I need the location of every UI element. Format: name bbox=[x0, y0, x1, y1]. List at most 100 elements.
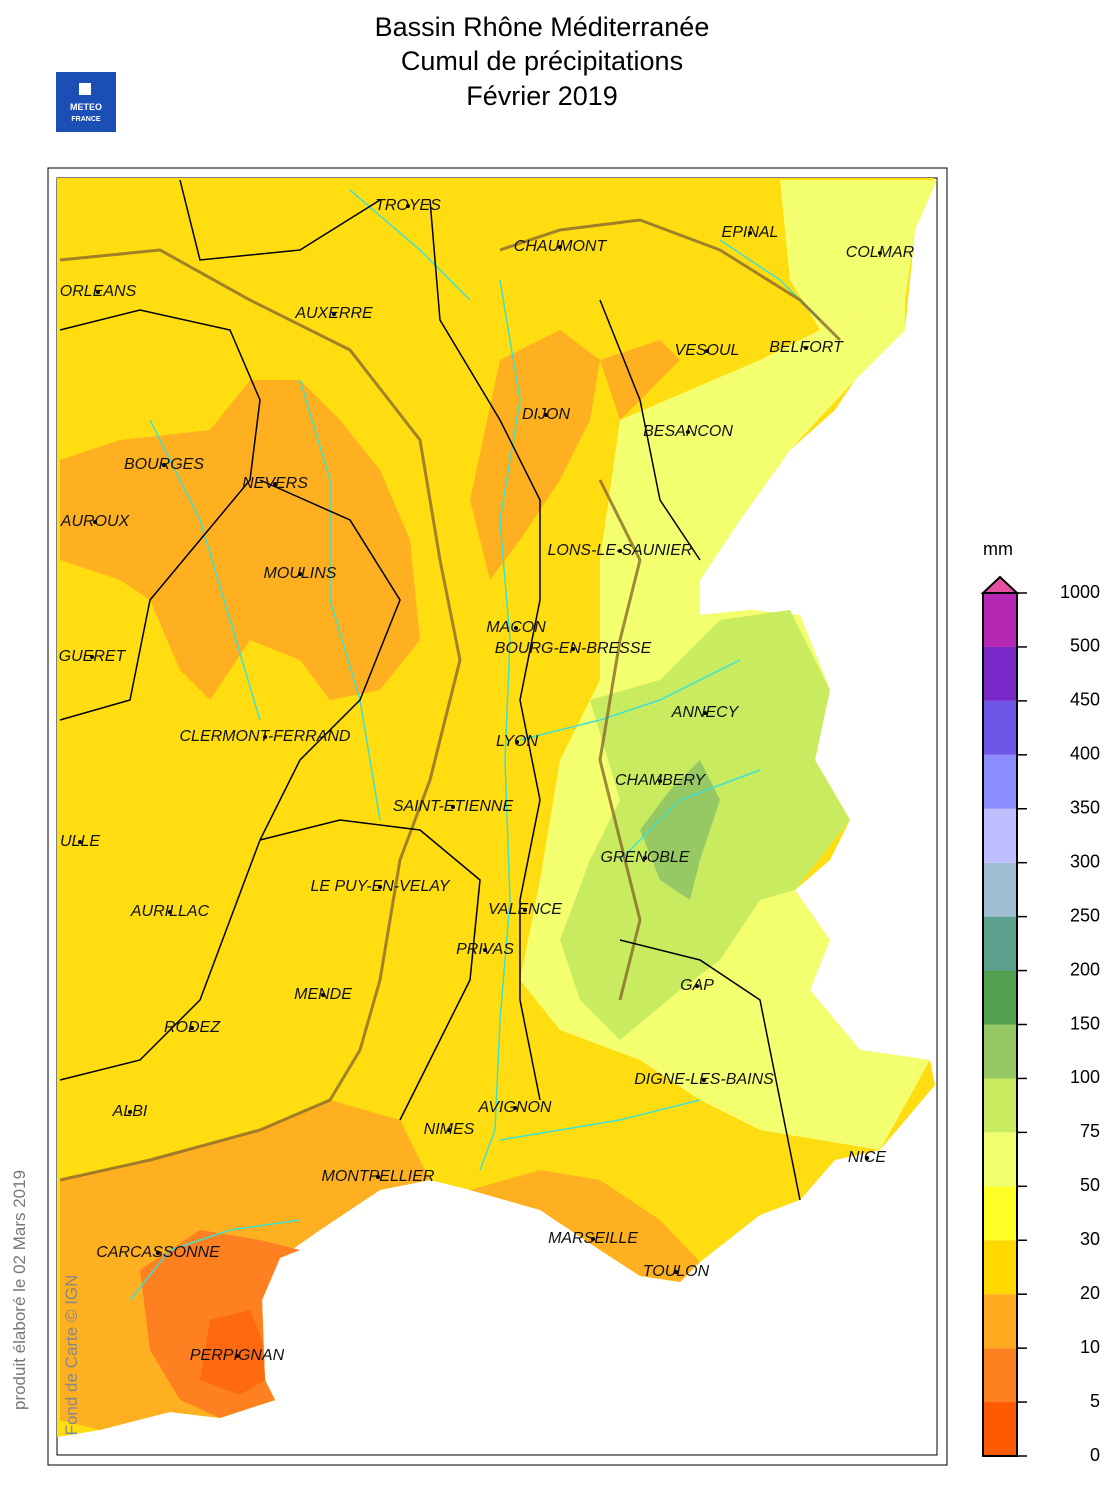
city-dot bbox=[748, 231, 752, 235]
city-label: AURILLAC bbox=[130, 903, 210, 920]
zone-light bbox=[780, 180, 937, 330]
city-dot bbox=[378, 885, 382, 889]
title-line: Cumul de précipitations bbox=[401, 46, 683, 76]
city-label: MENDE bbox=[294, 986, 352, 1003]
legend-tick-label: 300 bbox=[1070, 851, 1100, 871]
city-dot bbox=[643, 856, 647, 860]
zone-orange bbox=[600, 340, 680, 420]
city-dot bbox=[451, 805, 455, 809]
city-dot bbox=[235, 1354, 239, 1358]
legend-tick-label: 0 bbox=[1090, 1445, 1100, 1465]
city-dot bbox=[703, 711, 707, 715]
city-label: LE PUY-EN-VELAY bbox=[310, 878, 450, 895]
legend-swatch bbox=[983, 1240, 1017, 1295]
city-label: ANNECY bbox=[671, 704, 740, 721]
city-label: CLERMONT-FERRAND bbox=[180, 728, 351, 745]
city-label: TROYES bbox=[375, 197, 441, 214]
city-dot bbox=[865, 1156, 869, 1160]
city-label: EPINAL bbox=[722, 224, 779, 241]
city-label: DIGNE-LES-BAINS bbox=[634, 1071, 774, 1088]
legend-tick-label: 50 bbox=[1080, 1175, 1100, 1195]
city-label: AVIGNON bbox=[478, 1099, 552, 1116]
city-dot bbox=[695, 984, 699, 988]
city-dot bbox=[273, 482, 277, 486]
legend-overflow bbox=[980, 575, 1020, 594]
city-dot bbox=[558, 245, 562, 249]
city-label: CHAMBERY bbox=[615, 772, 706, 789]
city-dot bbox=[513, 1106, 517, 1110]
logo-text: METEO bbox=[70, 102, 102, 112]
legend-tick-label: 100 bbox=[1070, 1067, 1100, 1087]
legend-tick-label: 250 bbox=[1070, 905, 1100, 925]
city-dot bbox=[168, 910, 172, 914]
legend-swatch bbox=[983, 593, 1017, 647]
city-dot bbox=[376, 1175, 380, 1179]
city-dot bbox=[332, 312, 336, 316]
city-dot bbox=[591, 1237, 595, 1241]
city-dot bbox=[702, 1078, 706, 1082]
city-dot bbox=[523, 908, 527, 912]
city-dot bbox=[447, 1128, 451, 1132]
city-label: NICE bbox=[848, 1149, 887, 1166]
legend-swatch bbox=[983, 754, 1017, 809]
city-label: PERPIGNAN bbox=[190, 1347, 285, 1364]
legend-tick-label: 200 bbox=[1070, 959, 1100, 979]
legend-swatch bbox=[983, 916, 1017, 971]
legend: 0 5 10 20 30 50 75 100 150 200 250 300 350 400 450 500 1… bbox=[980, 575, 1100, 1465]
zone-orange bbox=[60, 380, 420, 700]
legend-swatch bbox=[983, 862, 1017, 917]
legend-tick-label: 150 bbox=[1070, 1013, 1100, 1033]
city-dot bbox=[571, 647, 575, 651]
legend-swatch bbox=[983, 1024, 1017, 1079]
legend-swatch bbox=[983, 808, 1017, 863]
city-dot bbox=[515, 740, 519, 744]
city-dot bbox=[263, 735, 267, 739]
city-dot bbox=[78, 840, 82, 844]
city-dot bbox=[878, 251, 882, 255]
legend-swatch bbox=[983, 700, 1017, 755]
city-label: MARSEILLE bbox=[548, 1230, 638, 1247]
legend-unit: mm bbox=[983, 539, 1013, 559]
basin-borders bbox=[59, 218, 842, 1182]
city-label: PRIVAS bbox=[456, 941, 514, 958]
city-label: BESANCON bbox=[643, 423, 733, 440]
city-dot bbox=[96, 290, 100, 294]
legend-swatch bbox=[983, 970, 1017, 1025]
city-dot bbox=[156, 1251, 160, 1255]
city-label: ORLEANS bbox=[60, 283, 137, 300]
zone-green-dark bbox=[640, 760, 720, 900]
logo-text: FRANCE bbox=[71, 116, 100, 123]
city-dot bbox=[705, 349, 709, 353]
city-dot bbox=[658, 779, 662, 783]
city-label: SAINT-ETIENNE bbox=[393, 798, 514, 815]
legend-swatch bbox=[983, 1078, 1017, 1133]
zone-orange bbox=[470, 1170, 700, 1282]
city-label: ALBI bbox=[112, 1103, 148, 1120]
map: TROYES CHAUMONT EPINAL COLMAR ORLEANS AUXERRE… bbox=[57, 178, 937, 1438]
city-dot bbox=[162, 463, 166, 467]
city-label: CHAUMONT bbox=[514, 238, 608, 255]
source: Fond de Carte © IGN bbox=[62, 1275, 81, 1436]
legend-tick-label: 1000 bbox=[1060, 582, 1100, 602]
legend-tick-label: 500 bbox=[1070, 636, 1100, 656]
map-frame bbox=[47, 167, 948, 1466]
city-label: GRENOBLE bbox=[601, 849, 690, 866]
legend-tick-label: 450 bbox=[1070, 690, 1100, 710]
city-label: BELFORT bbox=[769, 339, 844, 356]
city-label: BOURG-EN-BRESSE bbox=[495, 640, 652, 657]
legend-swatch bbox=[983, 646, 1017, 701]
city-dot bbox=[544, 413, 548, 417]
city-label: COLMAR bbox=[846, 244, 915, 261]
department-borders bbox=[59, 179, 801, 1201]
legend-tick-label: 10 bbox=[1080, 1337, 1100, 1357]
title-line: Bassin Rhône Méditerranée bbox=[375, 12, 710, 42]
city-label: MACON bbox=[486, 619, 546, 636]
legend-swatch bbox=[983, 1132, 1017, 1187]
legend-swatch bbox=[983, 1348, 1017, 1403]
zone-red bbox=[200, 1310, 265, 1395]
rivers bbox=[129, 189, 821, 1301]
city-label: GUERET bbox=[59, 648, 127, 665]
city-label: LONS-LE-SAUNIER bbox=[548, 542, 693, 559]
city-label: NIMES bbox=[424, 1121, 475, 1138]
legend-swatch bbox=[983, 1402, 1017, 1456]
